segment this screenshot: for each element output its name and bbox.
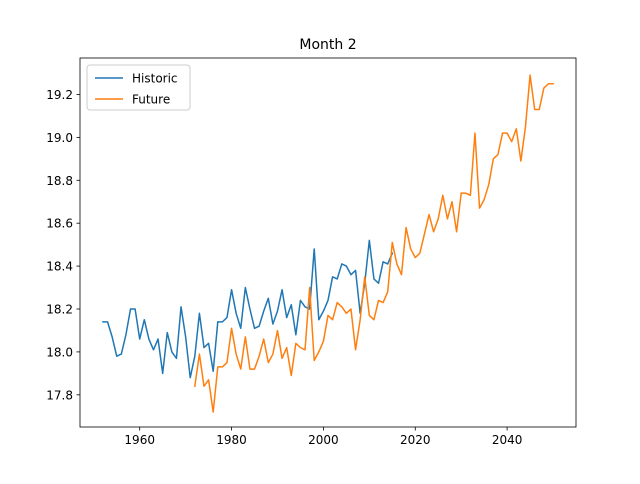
- legend-label-future: Future: [132, 93, 170, 107]
- legend-label-historic: Historic: [132, 72, 178, 86]
- y-tick-label: 19.2: [46, 88, 73, 102]
- x-tick-label: 2000: [308, 433, 339, 447]
- y-tick-label: 19.0: [46, 131, 73, 145]
- x-tick-label: 1960: [124, 433, 155, 447]
- x-tick-label: 2020: [400, 433, 431, 447]
- y-tick-label: 18.6: [46, 217, 73, 231]
- y-tick-label: 18.8: [46, 174, 73, 188]
- y-tick-label: 18.2: [46, 303, 73, 317]
- legend: Historic Future: [87, 65, 190, 110]
- x-tick-label: 1980: [216, 433, 247, 447]
- y-tick-label: 17.8: [46, 388, 73, 402]
- chart-title: Month 2: [299, 37, 356, 53]
- y-tick-label: 18.0: [46, 345, 73, 359]
- y-tick-label: 18.4: [46, 260, 73, 274]
- x-tick-label: 2040: [492, 433, 523, 447]
